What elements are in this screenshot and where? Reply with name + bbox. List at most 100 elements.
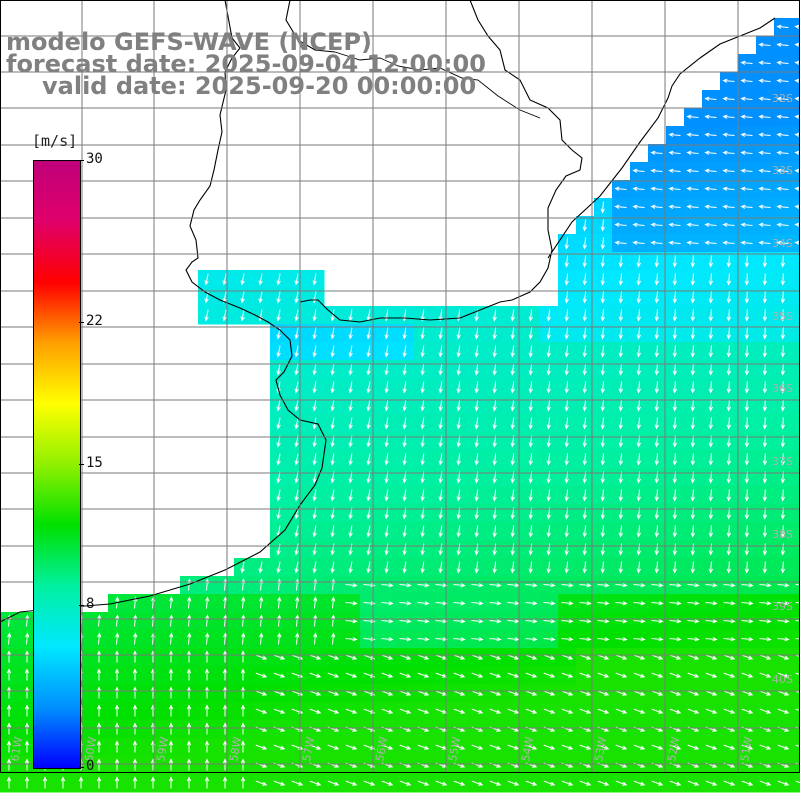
wind-arrow: [672, 273, 678, 286]
wind-arrow: [453, 744, 466, 750]
wind-arrow: [543, 619, 556, 624]
wind-arrow: [331, 632, 336, 645]
wind-arrow: [672, 561, 678, 574]
wind-arrow: [489, 583, 502, 588]
wind-arrow: [417, 708, 430, 714]
wind-arrow: [471, 690, 484, 696]
wind-arrow: [564, 399, 569, 412]
wind-arrow: [543, 637, 556, 642]
wind-arrow: [564, 291, 569, 304]
colorbar-unit-label: [m/s]: [32, 132, 78, 150]
wind-arrow: [471, 780, 484, 786]
wind-arrow: [115, 632, 120, 645]
wind-arrow: [222, 776, 228, 789]
wind-arrow: [510, 453, 515, 466]
wind-arrow: [528, 381, 533, 394]
wind-arrow: [345, 619, 358, 624]
wind-arrow: [726, 453, 732, 466]
wind-arrow: [313, 596, 318, 609]
wind-arrow: [471, 601, 484, 606]
wind-arrow: [582, 489, 587, 502]
wind-arrow: [561, 583, 574, 588]
wind-arrow: [222, 668, 228, 681]
wind-arrow: [564, 525, 569, 538]
wind-arrow: [636, 291, 642, 304]
wind-arrow: [726, 399, 732, 412]
wind-arrow: [794, 78, 800, 83]
wind-arrow: [618, 363, 624, 376]
wind-arrow: [240, 309, 245, 322]
wind-arrow: [276, 453, 281, 466]
wind-arrow: [399, 690, 412, 696]
wind-arrow: [417, 637, 430, 642]
wind-arrow: [780, 399, 786, 412]
wind-arrow: [240, 273, 245, 286]
wind-arrow: [636, 255, 642, 268]
wind-arrow: [636, 273, 642, 286]
wind-arrow: [780, 363, 786, 376]
wind-arrow: [758, 150, 771, 155]
wind-arrow: [582, 525, 587, 538]
wind-arrow: [132, 650, 138, 663]
wind-arrow: [582, 237, 587, 250]
wind-arrow: [690, 525, 696, 538]
wind-arrow: [708, 309, 714, 322]
wind-arrow: [276, 273, 281, 286]
wind-cell: [792, 738, 800, 757]
wind-cell: [792, 432, 800, 451]
wind-arrow: [705, 744, 718, 750]
wind-arrow: [492, 363, 497, 376]
wind-arrow: [507, 672, 520, 678]
wind-arrow: [417, 780, 430, 786]
wind-arrow: [672, 543, 678, 556]
wind-arrow: [528, 543, 533, 556]
wind-arrow: [741, 780, 754, 786]
wind-arrow: [417, 690, 430, 696]
wind-arrow: [255, 708, 268, 714]
wind-arrow: [579, 744, 592, 750]
wind-arrow: [687, 780, 700, 786]
longitude-label: 52W: [665, 736, 682, 763]
wind-arrow: [240, 722, 246, 735]
wind-cell: [792, 450, 800, 469]
wind-arrow: [758, 222, 771, 227]
wind-arrow: [597, 690, 610, 696]
wind-arrow: [255, 672, 268, 678]
wind-arrow: [474, 453, 479, 466]
wind-arrow: [276, 417, 281, 430]
wind-arrow: [632, 240, 645, 245]
wind-arrow: [309, 672, 322, 678]
wind-arrow: [255, 654, 268, 660]
wind-arrow: [672, 399, 678, 412]
wind-arrow: [654, 525, 660, 538]
longitude-label: 55W: [446, 736, 463, 763]
wind-arrow: [97, 632, 102, 645]
wind-arrow: [402, 453, 407, 466]
wind-arrow: [633, 708, 646, 714]
wind-arrow: [776, 24, 789, 29]
wind-arrow: [582, 363, 587, 376]
wind-arrow: [582, 561, 587, 574]
wind-arrow: [420, 453, 425, 466]
wind-arrow: [633, 583, 646, 588]
wind-arrow: [672, 525, 678, 538]
wind-arrow: [722, 150, 735, 155]
wind-arrow: [474, 561, 479, 574]
wind-arrow: [744, 399, 750, 412]
wind-arrow: [618, 561, 624, 574]
wind-arrow: [273, 672, 286, 678]
wind-arrow: [132, 758, 138, 771]
wind-arrow: [582, 291, 587, 304]
wind-arrow: [471, 654, 484, 660]
wind-arrow: [417, 744, 430, 750]
wind-arrow: [758, 168, 771, 173]
wind-arrow: [758, 42, 771, 47]
wind-arrow: [651, 690, 664, 696]
wind-arrow: [546, 561, 551, 574]
wind-arrow: [402, 399, 407, 412]
wind-arrow: [722, 132, 735, 137]
wind-arrow: [471, 744, 484, 750]
wind-arrow: [420, 399, 425, 412]
wind-arrow: [330, 363, 335, 376]
wind-arrow: [794, 222, 800, 227]
